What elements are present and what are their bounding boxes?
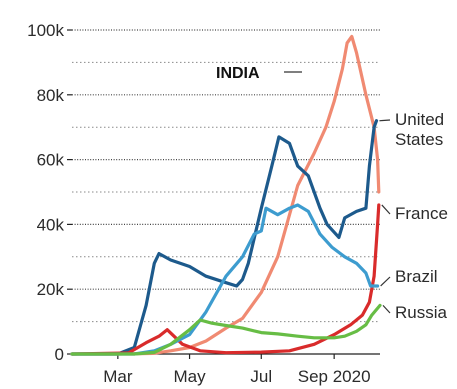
y-tick-label: 0 — [55, 345, 64, 364]
leader-line-france — [381, 204, 391, 215]
x-tick-label: May — [173, 367, 206, 386]
leader-line-russia — [382, 304, 391, 314]
series-line-india — [70, 34, 381, 356]
axes: 0 20k 40k 60k 80k 100k Mar May Jul Sep 2020 — [27, 21, 380, 386]
annotation-india: INDIA — [216, 65, 260, 82]
annotation-united-states: States — [395, 130, 443, 149]
annotation-united-states: United — [395, 110, 444, 129]
x-tick-label: Sep 2020 — [298, 367, 371, 386]
annotation-brazil: Brazil — [395, 267, 438, 286]
leader-line-brazil — [380, 276, 391, 287]
series-line-brazil — [70, 203, 380, 356]
y-tick-label: 80k — [37, 86, 65, 105]
annotation-russia: Russia — [395, 303, 448, 322]
annotation-france: France — [395, 204, 448, 223]
y-tick-label: 40k — [37, 215, 65, 234]
y-tick-label: 60k — [37, 151, 65, 170]
series-line-russia — [70, 303, 382, 356]
gridlines — [72, 29, 380, 323]
series-lines — [70, 34, 382, 356]
x-tick-label: Jul — [250, 367, 272, 386]
series-line-france — [70, 203, 381, 356]
series-line-united-states — [70, 119, 379, 356]
y-tick-label: 20k — [37, 280, 65, 299]
x-tick-label: Mar — [103, 367, 133, 386]
y-tick-label: 100k — [27, 21, 64, 40]
leader-line-united-states — [379, 119, 391, 122]
